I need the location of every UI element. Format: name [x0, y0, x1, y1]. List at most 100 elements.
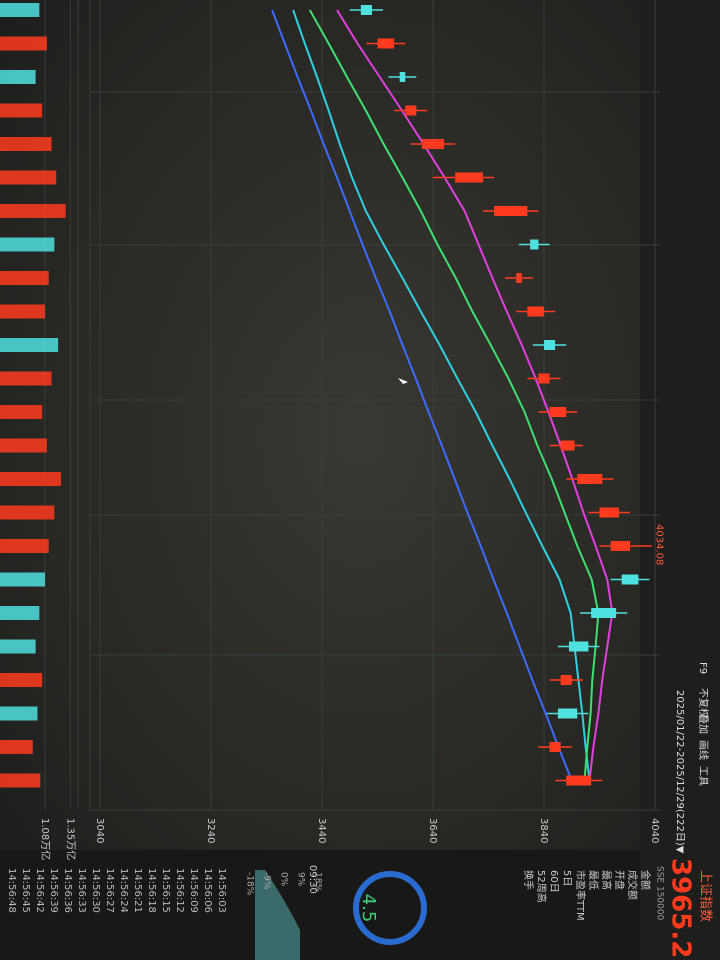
- candle-body: [377, 38, 395, 49]
- price-tick-label: 3040: [94, 818, 105, 843]
- volume-bar: [0, 706, 38, 721]
- volume-bar: [0, 170, 57, 185]
- trade-time: 14:56:18: [146, 868, 157, 913]
- volume-bar: [0, 438, 47, 453]
- index-title: 上证指数: [698, 870, 713, 922]
- candle-body: [494, 206, 528, 216]
- panel-label: 开盘: [613, 870, 626, 890]
- index-price: 3965.28: [666, 858, 696, 960]
- candle-body: [455, 172, 483, 183]
- volume-bar: [0, 204, 66, 218]
- pct-label: 0%: [279, 872, 289, 887]
- panel-label: 金额: [639, 870, 652, 890]
- time-label: 09:30: [307, 865, 318, 894]
- header-strip: [640, 0, 720, 960]
- date-range[interactable]: 2025/01/22-2025/12/29(222日)▼: [674, 690, 685, 854]
- volume-bar: [0, 103, 43, 118]
- volume-bar: [0, 505, 55, 520]
- price-tick-label: 3240: [205, 818, 216, 843]
- candle-body: [549, 407, 567, 417]
- pct-label: -18%: [245, 872, 255, 896]
- moving-average: [308, 9, 600, 781]
- gauge-value: 4.5: [358, 894, 379, 923]
- trade-time: 14:56:48: [6, 868, 17, 913]
- toolbar-item[interactable]: 不复权: [697, 688, 710, 718]
- volume-tick-label: 1.08万亿: [39, 818, 52, 860]
- volume-bar: [0, 673, 43, 687]
- candle-body: [527, 306, 544, 317]
- panel-label: 成交额: [626, 870, 639, 900]
- candle-body: [610, 541, 631, 551]
- panel-label: 换手: [522, 870, 535, 890]
- volume-bar: [0, 639, 36, 654]
- trade-time: 14:56:03: [216, 868, 227, 913]
- index-code: SSE 150000: [655, 866, 665, 921]
- volume-bar: [0, 773, 41, 788]
- candle-body: [621, 574, 639, 585]
- volume-bar: [0, 3, 40, 17]
- candle-body: [599, 507, 619, 518]
- volume-bar: [0, 137, 52, 151]
- trade-time: 14:56:21: [132, 868, 143, 913]
- gauge: [353, 871, 427, 945]
- panel-label: 最低: [587, 870, 600, 890]
- volume-bar: [0, 606, 40, 620]
- flow-area: [255, 870, 300, 960]
- candle-body: [549, 742, 561, 752]
- trade-time: 14:56:27: [104, 868, 115, 913]
- volume-bar: [0, 572, 45, 587]
- candle-body: [560, 440, 575, 451]
- candle-body: [544, 340, 556, 350]
- volume-bar: [0, 740, 33, 754]
- price-tick-label: 3440: [316, 818, 327, 843]
- panel-label: 市盈率TTM: [574, 870, 587, 921]
- panel-label: 60日: [548, 870, 559, 893]
- price-tick-label: 3640: [427, 818, 438, 843]
- pct-label: -9%: [262, 872, 272, 890]
- trade-time: 14:56:12: [174, 868, 185, 913]
- volume-bar: [0, 271, 49, 285]
- cursor: [398, 378, 408, 384]
- trade-time: 14:56:06: [202, 868, 213, 913]
- trade-time: 14:56:39: [48, 868, 59, 913]
- pct-label: 18%: [313, 872, 323, 892]
- price-tick-label: 4040: [649, 818, 660, 843]
- moving-average: [271, 9, 573, 781]
- candle-body: [399, 72, 406, 82]
- candle-body: [516, 273, 522, 283]
- toolbar-item[interactable]: 画线: [697, 740, 710, 760]
- trade-time: 14:56:24: [118, 868, 129, 913]
- high-label: 4034.08: [654, 524, 665, 565]
- panel-label: 5日: [561, 870, 572, 886]
- candle-body: [566, 775, 592, 786]
- panel-label: 最高: [600, 870, 613, 890]
- trade-time: 14:56:45: [20, 868, 31, 913]
- candle-body: [557, 708, 578, 719]
- toolbar-item[interactable]: 工具: [697, 766, 709, 786]
- candle-body: [421, 139, 445, 149]
- volume-bar: [0, 539, 49, 553]
- trade-time: 14:56:33: [76, 868, 87, 913]
- candle-body: [568, 641, 589, 652]
- candle-body: [530, 239, 539, 250]
- volume-bar: [0, 472, 61, 486]
- toolbar-item[interactable]: 叠加: [697, 714, 709, 734]
- trade-time: 14:56:30: [90, 868, 101, 913]
- candle-body: [591, 608, 617, 618]
- volume-bar: [0, 371, 52, 386]
- candle-body: [538, 373, 550, 384]
- volume-tick-label: 1.35万亿: [64, 818, 77, 860]
- candle-body: [405, 105, 417, 116]
- candle-body: [360, 5, 372, 15]
- panel-label: 52周高: [535, 870, 548, 903]
- candle-body: [577, 474, 603, 484]
- candle-body: [560, 675, 572, 685]
- volume-bar: [0, 338, 59, 352]
- volume-bar: [0, 405, 43, 419]
- pct-label: 9%: [296, 872, 306, 887]
- toolbar-item[interactable]: F9: [697, 662, 708, 674]
- volume-bar: [0, 36, 47, 51]
- volume-bar: [0, 70, 36, 84]
